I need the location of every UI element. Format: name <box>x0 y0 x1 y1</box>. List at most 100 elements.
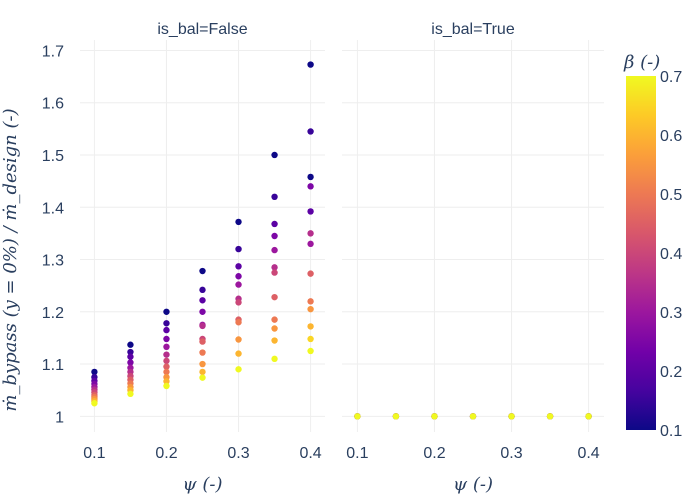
data-point <box>508 413 515 420</box>
data-point <box>235 366 242 373</box>
x-tick-label: 0.3 <box>227 445 249 462</box>
data-point <box>163 357 170 365</box>
facet-title: is_bal=True <box>431 21 515 38</box>
data-point <box>307 305 314 313</box>
data-point <box>235 299 242 306</box>
x-axis-title: ψ (-) <box>453 474 493 495</box>
x-tick-label: 0.3 <box>500 445 522 462</box>
data-point <box>163 351 170 358</box>
colorbar-title: β (-) <box>623 52 660 73</box>
x-tick-label: 0.1 <box>83 445 105 462</box>
data-point <box>307 270 314 277</box>
data-point <box>127 353 134 360</box>
data-point <box>199 297 206 304</box>
data-point <box>307 61 314 68</box>
x-tick-label: 0.1 <box>346 445 368 462</box>
data-point <box>235 263 242 270</box>
x-tick-label: 0.2 <box>155 445 177 462</box>
data-point <box>307 173 314 181</box>
data-point <box>307 240 314 248</box>
data-point <box>271 232 278 240</box>
data-point <box>127 348 134 356</box>
data-point <box>163 343 170 351</box>
data-point <box>91 368 98 376</box>
x-tick-label: 0.4 <box>299 445 321 462</box>
colorbar-tick-label: 0.7 <box>660 69 682 86</box>
data-point <box>585 413 592 420</box>
colorbar-tick-label: 0.4 <box>660 246 682 263</box>
data-point <box>91 400 98 407</box>
data-point <box>163 378 170 385</box>
colorbar: β (-) 0.1 0.2 0.3 0.4 0.5 0.6 0.7 <box>623 52 682 440</box>
data-point <box>199 368 206 376</box>
data-point <box>127 341 134 348</box>
data-point <box>235 319 242 326</box>
data-point <box>271 151 278 159</box>
data-point <box>307 335 314 343</box>
data-point <box>163 320 170 327</box>
data-point <box>163 368 170 376</box>
data-point <box>469 413 477 420</box>
data-point <box>235 273 242 280</box>
facet-panel-0: is_bal=False 0.1 0.2 0.3 0.4 ψ (-) <box>80 21 325 495</box>
data-point <box>235 218 242 226</box>
data-point <box>271 293 278 301</box>
data-point <box>199 360 206 368</box>
y-tick-label: 1.1 <box>42 357 64 374</box>
data-point <box>546 413 554 420</box>
y-tick-label: 1.4 <box>42 200 64 217</box>
data-point <box>271 269 278 276</box>
colorbar-tick-label: 0.6 <box>660 128 682 145</box>
data-point <box>199 286 206 294</box>
data-point <box>199 322 206 330</box>
facet-title: is_bal=False <box>157 21 247 38</box>
y-tick-label: 1.5 <box>42 148 64 165</box>
colorbar-tick-label: 0.2 <box>660 364 682 381</box>
data-point <box>163 382 170 390</box>
data-point <box>163 326 170 334</box>
data-point <box>235 350 242 357</box>
x-axis-title: ψ (-) <box>183 474 223 495</box>
data-point <box>307 183 314 190</box>
data-point <box>307 128 314 135</box>
data-point <box>235 281 242 288</box>
data-point <box>199 349 206 356</box>
data-point <box>127 359 134 366</box>
data-point <box>354 413 361 420</box>
y-axis-title: ṁ_bypass (y = 0%) / ṁ_design (-) <box>0 108 21 411</box>
y-tick-label: 1.2 <box>42 305 64 322</box>
data-point <box>307 230 314 237</box>
data-point <box>271 355 278 363</box>
data-point <box>271 246 278 254</box>
data-point <box>271 325 278 332</box>
data-point <box>235 245 242 253</box>
data-point <box>431 413 438 420</box>
y-tick-label: 1.7 <box>42 43 64 60</box>
facet-panel-1: is_bal=True 0.1 0.2 0.3 0.4 ψ (-) <box>342 21 604 495</box>
data-point <box>271 264 278 271</box>
data-point <box>235 336 242 343</box>
data-point <box>199 308 206 315</box>
data-point <box>307 298 314 305</box>
data-point <box>271 193 278 200</box>
colorbar-gradient <box>626 76 656 430</box>
y-axis: 1 1.1 1.2 1.3 1.4 1.5 1.6 1.7 <box>42 43 64 426</box>
data-point <box>163 363 170 370</box>
data-point <box>163 335 170 343</box>
data-point <box>271 220 278 228</box>
data-point <box>392 413 400 420</box>
data-point <box>307 208 314 215</box>
colorbar-tick-label: 0.3 <box>660 305 682 322</box>
colorbar-tick-label: 0.1 <box>660 423 682 440</box>
y-tick-label: 1.3 <box>42 253 64 270</box>
data-point <box>307 347 314 355</box>
data-point <box>307 323 314 330</box>
x-tick-label: 0.4 <box>577 445 599 462</box>
x-tick-label: 0.2 <box>423 445 445 462</box>
y-tick-label: 1 <box>55 409 64 426</box>
data-point <box>199 338 206 345</box>
colorbar-tick-label: 0.5 <box>660 187 682 204</box>
data-point <box>127 390 134 398</box>
